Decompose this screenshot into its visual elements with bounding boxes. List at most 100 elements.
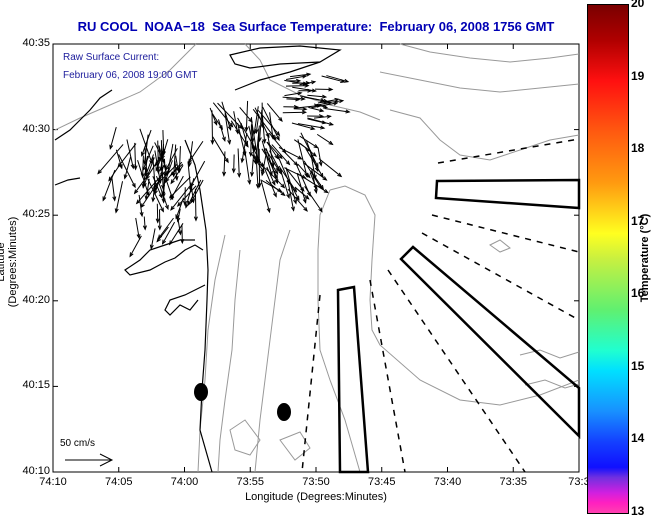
current-vector: [294, 186, 310, 200]
y-tick-label: 40:20: [22, 293, 50, 306]
current-vector: [108, 165, 120, 182]
current-vector: [168, 223, 184, 246]
current-vector: [109, 126, 117, 150]
current-vector: [139, 128, 153, 165]
current-vector: [260, 152, 267, 177]
current-vector: [156, 226, 169, 243]
current-vector: [155, 203, 160, 224]
dashed-boundary: [369, 279, 406, 473]
current-vector: [161, 221, 176, 245]
current-vector: [240, 133, 248, 164]
current-vector: [151, 179, 156, 203]
plot-frame: [52, 43, 580, 473]
contour-line: [389, 109, 580, 161]
coastline-path: [54, 89, 113, 141]
y-tick-label: 40:25: [22, 208, 50, 221]
current-vector: [248, 124, 253, 158]
current-vector: [222, 151, 227, 177]
contour-line: [229, 419, 261, 456]
current-vector: [239, 106, 253, 123]
current-vector: [326, 75, 350, 83]
current-vector: [282, 96, 306, 101]
current-vector: [297, 123, 326, 130]
current-vector: [250, 117, 255, 143]
x-axis-title: Longitude (Degrees:Minutes): [245, 491, 387, 503]
current-vector: [187, 140, 204, 164]
shipping-lanes: [336, 178, 581, 474]
dashed-boundary: [387, 269, 526, 473]
current-vector: [133, 175, 148, 195]
current-vector: [175, 197, 185, 220]
current-vector: [184, 178, 195, 209]
current-vector: [299, 135, 319, 149]
current-vector: [176, 208, 181, 223]
current-vector: [135, 217, 141, 240]
current-vector: [142, 145, 154, 172]
current-vector: [285, 167, 297, 205]
coastline-path: [184, 139, 213, 473]
colorbar: [587, 4, 629, 514]
contour-line: [519, 349, 580, 359]
current-vector: [129, 235, 142, 258]
current-vectors: [97, 72, 351, 258]
current-vector: [149, 228, 156, 250]
current-vector: [161, 173, 166, 199]
coastline-path: [229, 45, 342, 69]
dashed-boundary: [437, 138, 580, 164]
contour-line: [489, 239, 511, 253]
current-vector: [261, 148, 279, 175]
current-vector: [260, 179, 271, 214]
current-vector: [138, 194, 144, 218]
current-vector: [97, 144, 124, 175]
colorbar-title: Temperature (°C): [639, 213, 651, 303]
x-tick-label: 74:00: [170, 476, 199, 488]
x-tick-label: 73:40: [433, 476, 462, 488]
current-vector: [145, 154, 154, 177]
shipping-lane-polygon: [399, 245, 581, 440]
scale-vector-label: 50 cm/s: [60, 438, 96, 449]
colorbar-tick-label: 18: [631, 141, 645, 156]
bathymetry-contours: [54, 43, 580, 473]
current-vector: [318, 158, 343, 178]
current-vector: [313, 114, 332, 119]
x-tick-label: 74:10: [39, 476, 67, 488]
current-vector: [317, 97, 340, 104]
current-vector: [292, 81, 311, 86]
current-vector: [284, 91, 303, 97]
colorbar-tick-label: 17: [631, 213, 645, 228]
x-tick-label: 73:45: [367, 476, 396, 488]
contour-line: [254, 229, 291, 473]
current-vector: [282, 110, 308, 115]
current-vector: [114, 181, 124, 214]
current-vector: [316, 133, 334, 146]
dashed-boundary: [421, 232, 580, 321]
current-vector: [123, 156, 132, 180]
current-vector: [187, 179, 202, 207]
current-vector: [298, 88, 313, 93]
current-vector: [251, 146, 264, 168]
x-tick-label: 73:3: [568, 476, 590, 488]
current-vector: [237, 148, 242, 178]
current-vector: [254, 114, 260, 135]
current-vector: [311, 169, 318, 194]
current-vector: [218, 119, 226, 142]
current-vector: [182, 187, 187, 206]
current-vector: [296, 172, 329, 194]
current-vector: [261, 116, 267, 145]
colorbar-tick-label: 19: [631, 68, 645, 83]
colorbar-tick-label: 13: [631, 504, 645, 518]
x-tick-label: 73:50: [302, 476, 330, 488]
current-vector: [135, 174, 162, 205]
current-vector: [141, 129, 152, 157]
dashed-boundary: [301, 294, 321, 473]
current-vector: [170, 183, 192, 211]
current-vector: [147, 178, 164, 213]
axis-ticks: [52, 43, 580, 473]
contour-line: [399, 43, 580, 63]
current-vector: [324, 107, 351, 114]
y-tick-label: 40:10: [22, 465, 50, 477]
colorbar-tick-label: 20: [631, 0, 645, 10]
current-vector: [309, 150, 317, 180]
current-vector: [287, 188, 308, 212]
